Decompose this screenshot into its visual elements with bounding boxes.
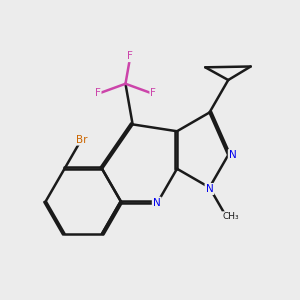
Text: N: N	[229, 150, 237, 160]
Text: Br: Br	[76, 134, 87, 145]
Text: F: F	[151, 88, 156, 98]
Text: F: F	[94, 88, 100, 98]
Text: N: N	[153, 198, 160, 208]
Text: F: F	[128, 51, 133, 61]
Text: N: N	[206, 184, 213, 194]
Text: CH₃: CH₃	[223, 212, 239, 221]
